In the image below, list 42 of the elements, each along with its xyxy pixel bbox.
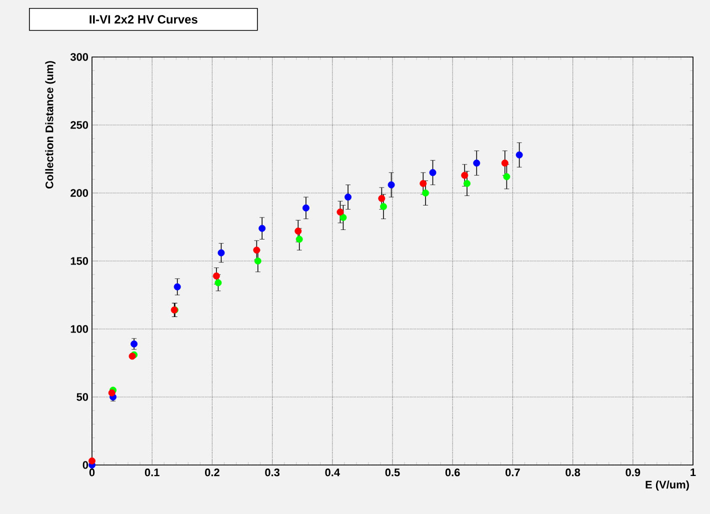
point (108, 389, 116, 396)
x-tick-label: 0.9 (626, 468, 640, 476)
chart-title: II-VI 2x2 HV Curves (90, 15, 198, 24)
point (378, 194, 386, 202)
x-tick-label: 0.2 (205, 468, 220, 476)
point (296, 236, 303, 243)
point (464, 180, 471, 187)
point (258, 224, 266, 232)
point (388, 181, 395, 188)
y-tick-label: 50 (76, 393, 88, 401)
x-tick-label: 0.7 (506, 468, 520, 476)
point (302, 204, 310, 212)
x-tick-label: 0.3 (265, 468, 280, 476)
x-tick-label: 0 (89, 468, 95, 476)
point (473, 160, 480, 167)
point (516, 151, 523, 158)
y-axis-title: Collection Distance (um) (45, 61, 56, 189)
point (380, 203, 387, 210)
x-tick-label: 0.4 (325, 468, 340, 476)
point (461, 172, 468, 179)
point (336, 208, 344, 216)
y-tick-label: 200 (70, 189, 88, 197)
x-tick-label: 1 (690, 468, 696, 476)
y-tick-label: 150 (70, 257, 88, 265)
x-axis-title: E (V/um) (646, 480, 689, 491)
point (218, 249, 225, 256)
y-tick-label: 100 (70, 325, 88, 333)
x-tick-label: 0.5 (385, 468, 400, 476)
x-tick-label: 0.8 (566, 468, 580, 476)
point (420, 180, 427, 187)
x-tick-label: 0.1 (144, 468, 160, 476)
point (344, 194, 352, 201)
point (88, 457, 96, 464)
point (130, 340, 138, 348)
point (294, 228, 302, 235)
point (340, 214, 347, 221)
y-tick-label: 300 (70, 53, 88, 61)
point (174, 283, 181, 290)
x-tick-label: 0.6 (445, 468, 460, 476)
point (429, 169, 436, 176)
y-tick-label: 0 (82, 461, 88, 469)
y-tick-label: 250 (70, 121, 88, 129)
